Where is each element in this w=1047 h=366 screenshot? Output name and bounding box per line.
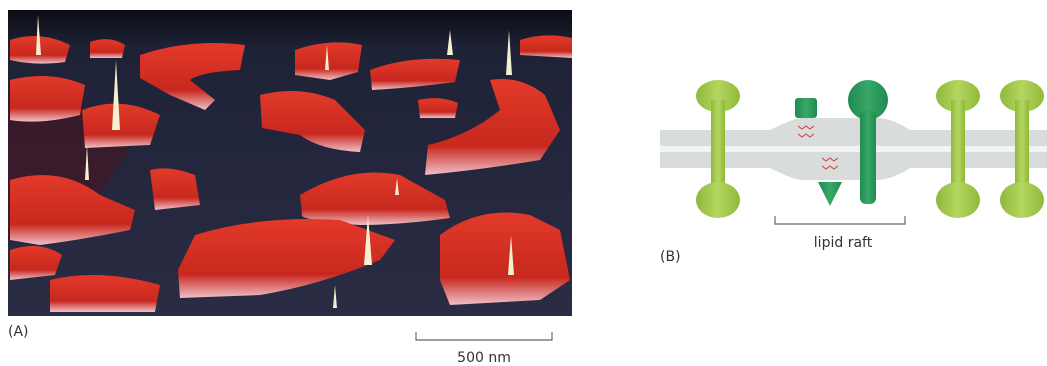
panel-label: (A) (8, 324, 29, 340)
panel-label: (B) (660, 249, 681, 265)
figure-canvas: (A) 500 nm li (0, 0, 1047, 366)
afm-image (8, 10, 572, 316)
figure: (A) 500 nm li (0, 0, 1047, 366)
raft-label: lipid raft (814, 235, 873, 251)
scale-bar (416, 332, 552, 340)
membrane-diagram (660, 80, 1047, 224)
scale-bar-label: 500 nm (457, 350, 511, 366)
